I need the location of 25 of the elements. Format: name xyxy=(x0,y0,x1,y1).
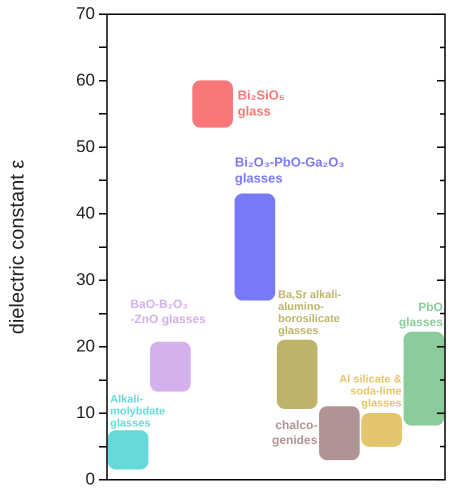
bar xyxy=(150,342,191,392)
bar xyxy=(361,412,402,447)
annotation: Al silicate & soda-lime glasses xyxy=(339,373,402,410)
annotation: Bi₂O₃-PbO-Ga₂O₃ glasses xyxy=(234,154,344,186)
y-tick-label: 10 xyxy=(76,402,95,422)
bar xyxy=(192,80,233,128)
y-axis-title: dielectric constant ε xyxy=(6,160,29,334)
y-tick-label: 50 xyxy=(76,136,95,156)
y-tick-label: 0 xyxy=(86,469,95,488)
y-tick-label: 60 xyxy=(76,70,95,90)
y-tick-label: 40 xyxy=(76,203,95,222)
annotation: Ba,Sr alkali-alumino-borosilicate glasses xyxy=(278,289,342,338)
annotation: chalco-genides xyxy=(272,418,318,448)
annotation: Bi₂SiO₅ glass xyxy=(238,88,285,119)
y-tick-label: 30 xyxy=(76,270,95,289)
bar xyxy=(108,430,148,470)
bar xyxy=(276,340,318,409)
y-tick-label: 20 xyxy=(76,336,95,356)
bar xyxy=(404,332,444,426)
annotation: Alkali-molybdate glasses xyxy=(110,394,166,430)
y-tick-label: 70 xyxy=(76,4,95,23)
bar xyxy=(234,193,276,301)
bar xyxy=(319,406,360,460)
annotation: BaO-B₂O₃ -ZnO glasses xyxy=(130,296,206,326)
annotation: PbO glasses xyxy=(398,300,444,329)
